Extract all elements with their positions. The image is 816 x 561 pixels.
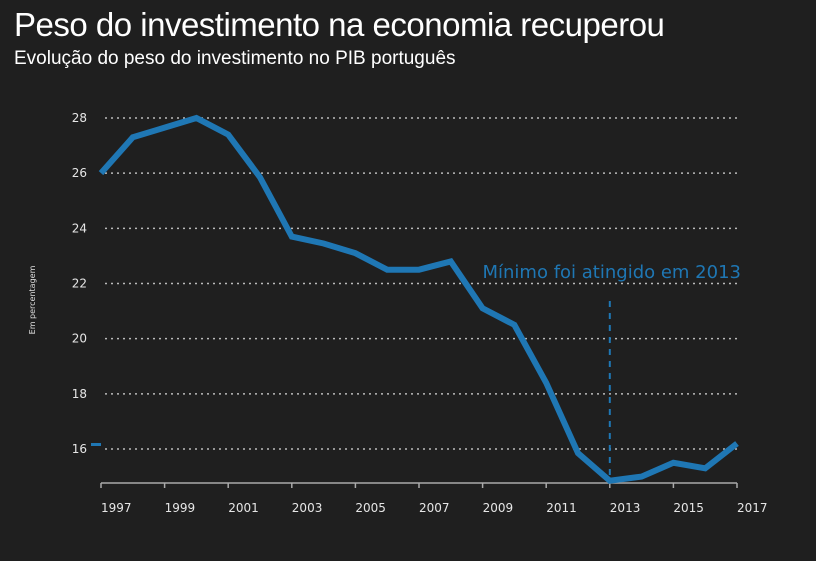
x-tick-label: 2009 xyxy=(483,501,514,515)
y-tick-label: 28 xyxy=(72,111,87,125)
y-tick-labels: 16 18 20 22 24 26 28 xyxy=(72,111,87,456)
y-tick-label: 26 xyxy=(72,166,87,180)
x-tick-label: 2003 xyxy=(292,501,323,515)
x-tick-label: 2015 xyxy=(673,501,704,515)
x-tick-label: 2007 xyxy=(419,501,450,515)
y-tick-label: 22 xyxy=(72,277,87,291)
x-tick-label: 2011 xyxy=(546,501,577,515)
x-tick-label: 2017 xyxy=(737,501,768,515)
minimum-annotation: Mínimo foi atingido em 2013 xyxy=(482,262,741,283)
legend-marker xyxy=(91,443,101,446)
y-axis-label: Em percentagem xyxy=(28,265,37,334)
x-tick-label: 2001 xyxy=(228,501,259,515)
x-tick-label: 1999 xyxy=(165,501,196,515)
data-points xyxy=(98,115,740,484)
x-tick-label: 2013 xyxy=(610,501,641,515)
y-tick-label: 18 xyxy=(72,387,87,401)
x-tick-labels: 1997 1999 2001 2003 2005 2007 2009 2011 2013 2015… xyxy=(101,501,768,515)
chart-title: Peso do investimento na economia recuper… xyxy=(14,6,665,43)
x-tick-label: 1997 xyxy=(101,501,132,515)
y-tick-label: 24 xyxy=(72,221,87,235)
x-axis xyxy=(100,482,738,488)
gridlines xyxy=(105,117,738,450)
y-tick-label: 16 xyxy=(72,442,87,456)
y-tick-label: 20 xyxy=(72,332,87,346)
series-line-investimento xyxy=(98,114,739,484)
chart-subtitle: Evolução do peso do investimento no PIB … xyxy=(14,48,456,69)
x-tick-label: 2005 xyxy=(355,501,386,515)
